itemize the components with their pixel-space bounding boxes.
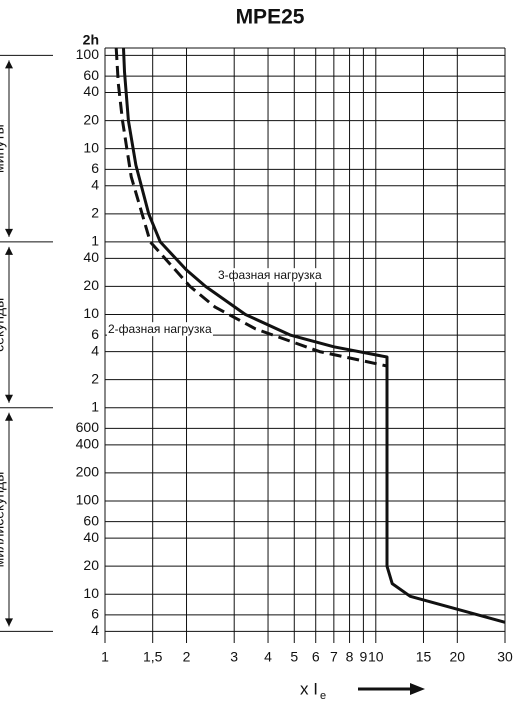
label-bg [107, 322, 213, 337]
y-tick-label: 60 [83, 67, 99, 83]
y-tick-label: 20 [83, 111, 99, 127]
x-tick-label: 4 [264, 649, 272, 665]
bracket-arrow [5, 412, 13, 421]
y-tick-label: 6 [91, 326, 99, 342]
curve [122, 47, 506, 624]
bracket-arrow [5, 228, 13, 237]
x-arrow-head [410, 683, 425, 695]
y-tick-label: 100 [76, 492, 100, 508]
x-tick-label: 1 [101, 649, 109, 665]
y-tick-label: 600 [76, 419, 100, 435]
series-label: 3-фазная нагрузка [218, 268, 322, 282]
x-label: x I [300, 679, 318, 698]
y-tick-label: 20 [83, 277, 99, 293]
bracket-arrow [5, 60, 13, 69]
x-tick-label: 1,5 [143, 649, 163, 665]
y-tick-label: 100 [76, 46, 100, 62]
section-label: секунды [0, 298, 7, 352]
bracket-arrow [5, 618, 13, 627]
y-tick-label: 4 [91, 622, 99, 638]
x-tick-label: 5 [290, 649, 298, 665]
bracket-arrow [5, 394, 13, 403]
y-tick-label: 2 [91, 205, 99, 221]
y-tick-label: 40 [83, 249, 99, 265]
y-tick-label: 4 [91, 342, 99, 358]
x-tick-label: 3 [230, 649, 238, 665]
y-tick-label: 2h [83, 32, 99, 48]
section-label: миллисекунды [0, 472, 7, 568]
y-tick-label: 6 [91, 606, 99, 622]
section-label: минуты [0, 124, 7, 173]
x-tick-label: 6 [312, 649, 320, 665]
y-tick-label: 1 [91, 398, 99, 414]
x-tick-label: 8 [346, 649, 354, 665]
x-axis-label: x I e [300, 679, 425, 702]
x-tick-label: 7 [330, 649, 338, 665]
y-tick-label: 40 [83, 529, 99, 545]
label-bg [217, 268, 323, 283]
x-tick-label: 20 [450, 649, 466, 665]
bracket-arrow [5, 246, 13, 255]
chart-title: MPE25 [236, 6, 305, 29]
y-tick-label: 10 [83, 139, 99, 155]
x-tick-label: 9 [360, 649, 368, 665]
x-label-sub: e [320, 690, 326, 702]
y-tick-label: 2 [91, 370, 99, 386]
y-tick-label: 40 [83, 83, 99, 99]
y-tick-label: 1 [91, 233, 99, 249]
y-tick-label: 200 [76, 464, 100, 480]
curve [114, 47, 388, 368]
y-tick-label: 6 [91, 160, 99, 176]
series-label: 2-фазная нагрузка [108, 322, 212, 336]
x-tick-label: 10 [368, 649, 384, 665]
y-tick-label: 400 [76, 436, 100, 452]
x-tick-label: 15 [416, 649, 432, 665]
y-tick-label: 10 [83, 585, 99, 601]
y-tick-label: 4 [91, 176, 99, 192]
y-tick-label: 20 [83, 557, 99, 573]
y-tick-label: 60 [83, 512, 99, 528]
y-tick-label: 10 [83, 305, 99, 321]
x-tick-label: 30 [497, 649, 513, 665]
x-tick-label: 2 [183, 649, 191, 665]
